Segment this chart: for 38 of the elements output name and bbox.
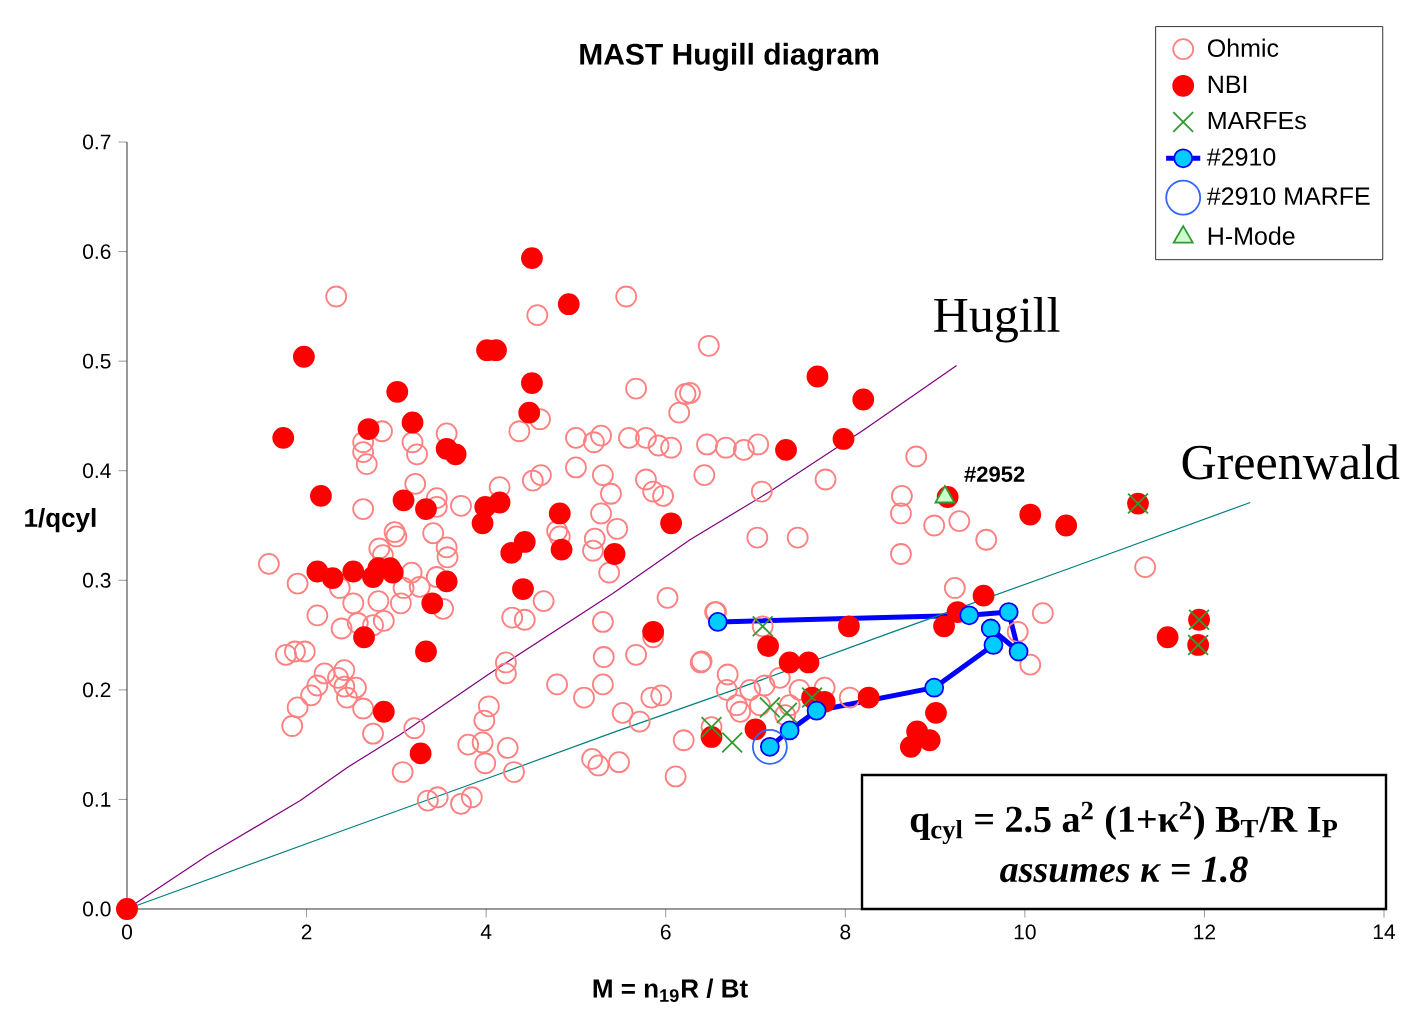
legend-label: #2910: [1206, 148, 1276, 166]
y-tick-label: 0.3: [83, 572, 111, 588]
point: [1008, 641, 1029, 662]
text: q$_{cyl}$ = 2.5 a$^{2}$ (1+κ$^{2}$) B$_{T}$/R I$_{P}$: [910, 801, 1338, 845]
point: [751, 728, 788, 765]
legend-label: MARFEs: [1208, 111, 1306, 130]
legend-label: Ohmic: [1207, 38, 1279, 57]
point: [924, 677, 945, 698]
x-tick-label: 14: [1373, 924, 1396, 940]
y-tick-label: 0.7: [83, 134, 111, 150]
x-tick-label: 0: [121, 924, 133, 940]
y-tick-label: 0.4: [83, 463, 111, 479]
legend-label: NBI: [1208, 75, 1247, 93]
y-axis-title: 1/qcyl: [25, 508, 96, 533]
x-tick-label: 12: [1194, 924, 1216, 940]
x-tick-label: 6: [660, 924, 671, 940]
point: [721, 731, 743, 754]
chart-title: MAST Hugill diagram: [580, 42, 879, 71]
y-tick-label: 0.5: [83, 353, 111, 369]
series-label: Greenwald: [1182, 444, 1400, 480]
annotation: #2952: [964, 466, 1025, 482]
series-label: Hugill: [934, 296, 1060, 343]
legend-label: #2910 MARFE: [1206, 187, 1370, 206]
legend-label: H-Mode: [1208, 226, 1295, 245]
x-tick-label: 10: [1014, 924, 1036, 940]
point: [983, 635, 1004, 655]
point: [998, 602, 1019, 622]
y-tick-label: 0.2: [83, 682, 111, 698]
point: [779, 720, 800, 741]
point: [980, 618, 1001, 639]
y-tick-label: 0.0: [83, 901, 111, 917]
x-axis-title: M = n$_{19}$R / Bt: [593, 978, 748, 1003]
x-tick-label: 8: [840, 924, 851, 940]
y-tick-label: 0.6: [83, 244, 111, 260]
x-tick-label: 4: [480, 924, 492, 940]
y-tick-label: 0.1: [83, 792, 111, 807]
annotation: assumes κ = 1.8: [1000, 856, 1248, 883]
x-tick-label: 2: [301, 924, 312, 940]
